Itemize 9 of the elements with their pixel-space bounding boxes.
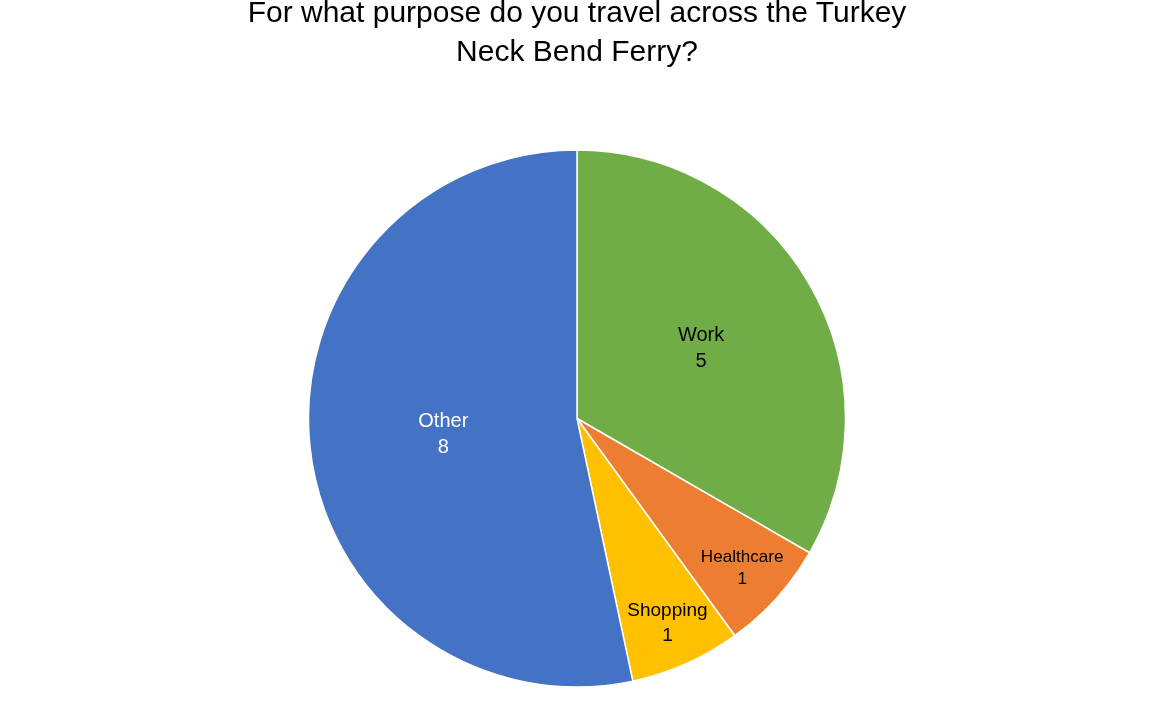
data-label: 8 bbox=[437, 434, 449, 457]
slice-label: Healthcare bbox=[700, 547, 784, 567]
slice-label: Other bbox=[418, 408, 469, 431]
data-label: 5 bbox=[695, 348, 707, 371]
data-label: 1 bbox=[737, 569, 747, 589]
slice-label: Work bbox=[677, 322, 726, 345]
data-label: 1 bbox=[662, 623, 673, 645]
chart-title: For what purpose do you travel across the Turkey Neck Bend Ferry? bbox=[247, 0, 907, 67]
slice-label: Shopping bbox=[627, 598, 708, 620]
